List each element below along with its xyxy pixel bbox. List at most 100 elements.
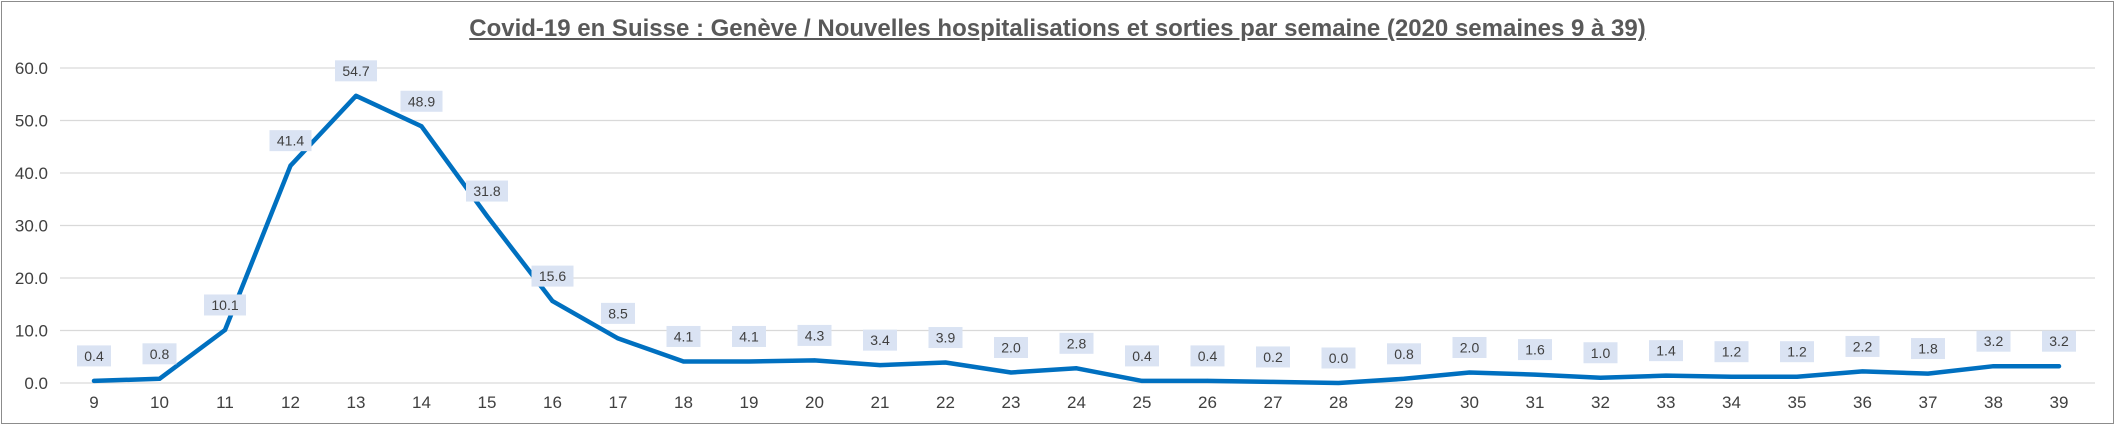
data-label-box [466, 180, 508, 202]
data-label-box [1583, 342, 1618, 364]
data-point [354, 93, 358, 98]
data-point [1664, 373, 1668, 378]
data-label-text: 1.2 [1722, 344, 1742, 360]
data-label-text: 0.8 [1394, 346, 1414, 362]
data-point [1795, 374, 1799, 379]
data-label-text: 0.0 [1329, 350, 1349, 366]
data-point [485, 214, 489, 219]
data-label: 31.8 [466, 180, 508, 202]
x-tick-label: 12 [281, 393, 300, 412]
data-label: 1.2 [1780, 341, 1814, 363]
data-point [419, 124, 424, 129]
data-label-text: 0.4 [1132, 348, 1152, 364]
data-label-text: 3.2 [2049, 333, 2069, 349]
data-label: 1.4 [1649, 340, 1683, 362]
data-point [812, 358, 817, 363]
data-label-text: 1.8 [1918, 341, 1938, 357]
x-tick-label: 18 [674, 393, 693, 412]
data-label-box [269, 130, 312, 152]
data-label: 54.7 [335, 60, 377, 82]
data-point [288, 163, 293, 168]
data-label-text: 8.5 [608, 305, 628, 321]
data-point [1729, 374, 1734, 379]
data-label-box [1649, 340, 1683, 362]
data-label-box [601, 302, 635, 324]
data-label-text: 4.1 [739, 328, 759, 344]
data-point [157, 376, 162, 381]
data-label-box [1518, 339, 1552, 361]
data-label: 0.4 [1125, 345, 1159, 367]
data-label-box [1452, 337, 1487, 358]
grid-lines [60, 67, 2095, 384]
data-label: 41.4 [269, 130, 312, 152]
x-tick-label: 24 [1067, 393, 1086, 412]
data-label: 3.2 [2042, 330, 2076, 352]
y-tick-label: 40.0 [15, 164, 48, 183]
x-tick-label: 16 [543, 393, 562, 412]
x-tick-label: 11 [216, 393, 234, 412]
data-label-text: 3.9 [936, 330, 956, 346]
data-label-box [77, 345, 111, 367]
data-label-box [1976, 330, 2011, 352]
data-label-box [1190, 345, 1225, 367]
data-point [1336, 381, 1341, 385]
x-tick-label: 22 [936, 393, 955, 412]
data-label-text: 0.4 [84, 348, 104, 364]
data-point [747, 359, 751, 364]
data-label-text: 2.0 [1001, 340, 1021, 356]
data-label-text: 0.8 [150, 346, 170, 362]
y-tick-label: 0.0 [24, 374, 48, 393]
series [91, 93, 2062, 386]
data-label: 4.1 [732, 325, 766, 347]
data-label-box [204, 294, 246, 316]
x-tick-label: 36 [1853, 393, 1872, 412]
chart-title: Covid-19 en Suisse : Genève / Nouvelles … [469, 15, 1646, 42]
data-label-box [797, 324, 832, 346]
x-tick-label: 17 [609, 393, 628, 412]
x-tick-label: 13 [347, 393, 366, 412]
data-label: 1.6 [1518, 339, 1552, 361]
data-point [1074, 366, 1079, 371]
data-label-box [142, 343, 177, 365]
data-labels: 0.4 0.8 10.1 41.4 54.7 48.9 31.8 15.6 8.5 4.1 4.1 4… [77, 60, 2076, 369]
data-label-box [1911, 338, 1945, 360]
data-label: 48.9 [400, 90, 443, 112]
data-label-text: 54.7 [342, 63, 369, 79]
data-label-box [1256, 346, 1290, 368]
data-point [1467, 370, 1472, 375]
data-label-text: 1.4 [1656, 343, 1676, 359]
x-tick-label: 28 [1329, 393, 1348, 412]
x-tick-label: 27 [1264, 393, 1283, 412]
data-point [1598, 375, 1603, 380]
data-label-box [1387, 343, 1421, 365]
x-tick-label: 34 [1722, 393, 1741, 412]
data-label-box [863, 329, 897, 351]
data-label: 2.0 [994, 337, 1028, 358]
data-point [223, 327, 227, 332]
data-label-box [928, 327, 963, 349]
y-axis: 0.0 10.0 20.0 30.0 40.0 50.0 60.0 [15, 59, 48, 393]
x-tick-label: 39 [2050, 393, 2069, 412]
data-label-text: 3.2 [1984, 333, 2004, 349]
data-point [1402, 376, 1406, 381]
data-point [1009, 370, 1013, 375]
data-label-box [335, 60, 377, 82]
data-label-box [666, 325, 701, 347]
data-label: 0.2 [1256, 346, 1290, 368]
data-label: 15.6 [531, 265, 574, 287]
data-label: 3.2 [1976, 330, 2011, 352]
x-tick-label: 10 [150, 393, 169, 412]
x-tick-label: 25 [1133, 393, 1152, 412]
data-label: 1.8 [1911, 338, 1945, 360]
y-tick-label: 30.0 [15, 217, 48, 236]
data-label-text: 1.0 [1591, 345, 1611, 361]
x-tick-label: 32 [1591, 393, 1610, 412]
data-label: 10.1 [204, 294, 246, 316]
data-label-text: 15.6 [539, 268, 566, 284]
x-tick-label: 33 [1657, 393, 1676, 412]
data-label: 0.4 [77, 345, 111, 367]
data-label-text: 2.8 [1067, 335, 1087, 351]
x-tick-label: 14 [412, 393, 431, 412]
data-label-text: 4.1 [674, 328, 694, 344]
data-point [1926, 371, 1930, 376]
